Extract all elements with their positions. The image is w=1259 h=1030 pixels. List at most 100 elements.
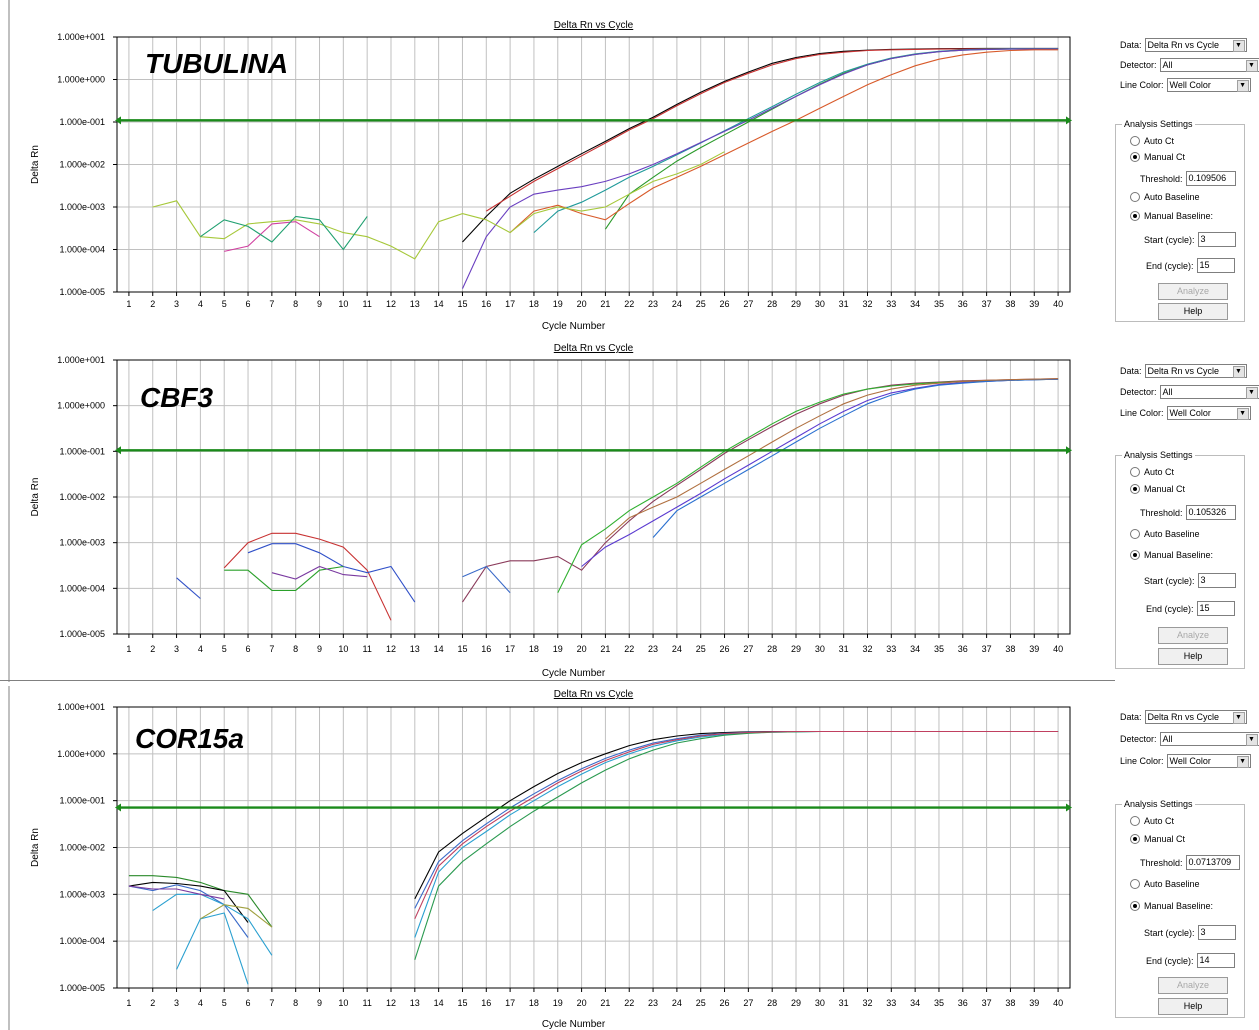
- y-tick-label: 1.000e-003: [59, 889, 105, 899]
- data-row: Data: Delta Rn vs Cycle ▼: [1120, 38, 1247, 52]
- x-tick-label: 36: [958, 998, 968, 1008]
- dropdown-arrow-icon: ▼: [1232, 40, 1245, 52]
- x-tick-label: 6: [246, 299, 251, 309]
- x-tick-label: 15: [457, 299, 467, 309]
- auto-ct-radio[interactable]: Auto Ct: [1130, 816, 1174, 826]
- x-tick-label: 2: [150, 299, 155, 309]
- detector-select[interactable]: All ▼: [1159, 58, 1259, 72]
- detector-select[interactable]: All ▼: [1159, 732, 1259, 746]
- manual-baseline-radio[interactable]: Manual Baseline:: [1130, 211, 1213, 221]
- manual-ct-radio[interactable]: Manual Ct: [1130, 834, 1185, 844]
- detector-select[interactable]: All ▼: [1159, 385, 1259, 399]
- series-line: [176, 577, 201, 599]
- x-tick-label: 11: [362, 299, 371, 309]
- x-tick-label: 5: [222, 299, 227, 309]
- x-tick-label: 16: [481, 998, 491, 1008]
- auto-baseline-radio[interactable]: Auto Baseline: [1130, 879, 1200, 889]
- detector-label: Detector:: [1120, 734, 1157, 744]
- x-tick-label: 19: [553, 644, 563, 654]
- end-input[interactable]: 15: [1196, 601, 1235, 616]
- end-input[interactable]: 14: [1196, 953, 1235, 968]
- x-tick-label: 32: [862, 299, 872, 309]
- x-tick-label: 4: [198, 998, 203, 1008]
- x-tick-label: 22: [624, 644, 634, 654]
- y-tick-label: 1.000e+000: [57, 749, 105, 759]
- x-tick-label: 32: [862, 644, 872, 654]
- x-tick-label: 10: [338, 644, 348, 654]
- data-select[interactable]: Delta Rn vs Cycle ▼: [1144, 38, 1247, 52]
- dropdown-arrow-icon: ▼: [1245, 60, 1258, 72]
- x-tick-label: 7: [269, 299, 274, 309]
- y-tick-label: 1.000e-004: [59, 583, 105, 593]
- series-line: [486, 48, 1059, 212]
- series-line: [200, 904, 273, 928]
- y-tick-label: 1.000e-003: [59, 202, 105, 212]
- linecolor-label: Line Color:: [1120, 408, 1164, 418]
- series-line: [462, 378, 1059, 603]
- x-tick-label: 32: [862, 998, 872, 1008]
- x-tick-label: 9: [317, 299, 322, 309]
- series-line: [200, 215, 368, 251]
- x-tick-label: 35: [934, 644, 944, 654]
- x-tick-label: 5: [222, 644, 227, 654]
- series-line: [462, 565, 511, 594]
- threshold-input[interactable]: 0.109506: [1185, 171, 1236, 186]
- dropdown-arrow-icon: ▼: [1232, 366, 1245, 378]
- start-input[interactable]: 3: [1197, 232, 1236, 247]
- x-tick-label: 29: [791, 644, 801, 654]
- auto-ct-radio[interactable]: Auto Ct: [1130, 136, 1174, 146]
- data-label: Data:: [1120, 712, 1142, 722]
- x-tick-label: 21: [600, 998, 610, 1008]
- linecolor-row: Line Color: Well Color ▼: [1120, 754, 1251, 768]
- x-tick-label: 22: [624, 299, 634, 309]
- auto-baseline-radio[interactable]: Auto Baseline: [1130, 192, 1200, 202]
- y-tick-label: 1.000e+000: [57, 401, 105, 411]
- x-tick-label: 11: [362, 998, 371, 1008]
- threshold-input[interactable]: 0.105326: [1185, 505, 1236, 520]
- y-tick-label: 1.000e+001: [57, 355, 105, 365]
- x-tick-label: 31: [839, 299, 849, 309]
- x-tick-label: 9: [317, 644, 322, 654]
- start-input[interactable]: 3: [1197, 925, 1236, 940]
- analyze-button[interactable]: Analyze: [1158, 977, 1228, 994]
- y-tick-label: 1.000e-002: [59, 492, 105, 502]
- auto-ct-radio[interactable]: Auto Ct: [1130, 467, 1174, 477]
- detector-label: Detector:: [1120, 60, 1157, 70]
- data-select[interactable]: Delta Rn vs Cycle ▼: [1144, 710, 1247, 724]
- x-tick-label: 11: [362, 644, 371, 654]
- end-input[interactable]: 15: [1196, 258, 1235, 273]
- linecolor-select[interactable]: Well Color ▼: [1166, 78, 1251, 92]
- x-tick-label: 24: [672, 644, 682, 654]
- x-tick-label: 12: [386, 299, 396, 309]
- manual-baseline-radio[interactable]: Manual Baseline:: [1130, 901, 1213, 911]
- x-tick-label: 25: [696, 998, 706, 1008]
- manual-baseline-radio[interactable]: Manual Baseline:: [1130, 550, 1213, 560]
- help-button[interactable]: Help: [1158, 303, 1228, 320]
- x-tick-label: 19: [553, 998, 563, 1008]
- analyze-button[interactable]: Analyze: [1158, 627, 1228, 644]
- x-tick-label: 1: [126, 299, 131, 309]
- x-tick-label: 23: [648, 299, 658, 309]
- analyze-button[interactable]: Analyze: [1158, 283, 1228, 300]
- gene-label: COR15a: [135, 723, 244, 754]
- plot-frame: [116, 36, 1071, 293]
- threshold-input[interactable]: 0.0713709: [1185, 855, 1240, 870]
- data-select[interactable]: Delta Rn vs Cycle ▼: [1144, 364, 1247, 378]
- x-tick-label: 18: [529, 644, 539, 654]
- radio-icon: [1130, 467, 1140, 477]
- x-tick-label: 27: [743, 644, 753, 654]
- help-button[interactable]: Help: [1158, 998, 1228, 1015]
- series-line: [152, 893, 273, 956]
- manual-ct-radio[interactable]: Manual Ct: [1130, 484, 1185, 494]
- chart-title: Delta Rn vs Cycle: [554, 343, 634, 354]
- linecolor-select[interactable]: Well Color ▼: [1166, 406, 1251, 420]
- y-tick-label: 1.000e-005: [59, 287, 105, 297]
- start-input[interactable]: 3: [1197, 573, 1236, 588]
- plot-frame: [116, 706, 1071, 989]
- auto-baseline-radio[interactable]: Auto Baseline: [1130, 529, 1200, 539]
- x-tick-label: 6: [246, 998, 251, 1008]
- help-button[interactable]: Help: [1158, 648, 1228, 665]
- manual-ct-radio[interactable]: Manual Ct: [1130, 152, 1185, 162]
- x-tick-label: 2: [150, 644, 155, 654]
- linecolor-select[interactable]: Well Color ▼: [1166, 754, 1251, 768]
